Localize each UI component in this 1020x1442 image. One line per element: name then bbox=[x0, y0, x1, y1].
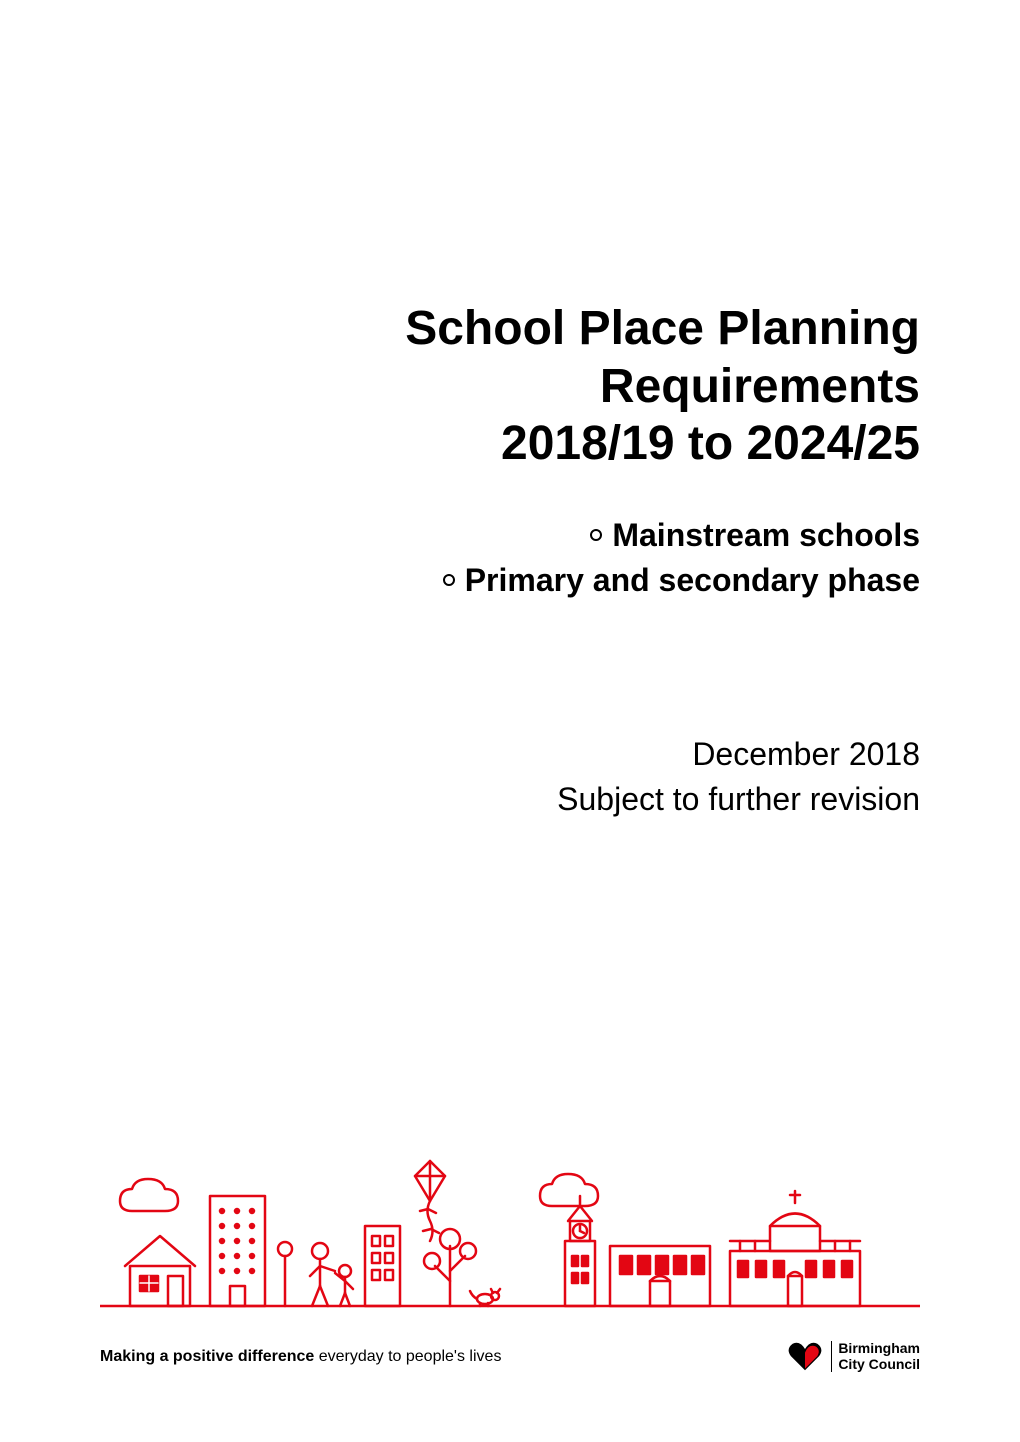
date-line1: December 2018 bbox=[100, 732, 920, 777]
date-section: December 2018 Subject to further revisio… bbox=[100, 732, 920, 822]
heart-icon bbox=[787, 1342, 823, 1372]
main-title-line3: 2018/19 to 2024/25 bbox=[100, 415, 920, 473]
tagline-rest: everyday to people's lives bbox=[314, 1348, 501, 1365]
page-container: School Place Planning Requirements 2018/… bbox=[0, 0, 1020, 1442]
footer-section: Making a positive difference everyday to… bbox=[100, 1121, 920, 1382]
subtitle-section: Mainstream schools Primary and secondary… bbox=[100, 513, 920, 603]
main-title-line1: School Place Planning bbox=[100, 300, 920, 358]
skyline-illustration bbox=[100, 1121, 920, 1321]
date-line2: Subject to further revision bbox=[100, 777, 920, 822]
logo-text: Birmingham City Council bbox=[831, 1341, 920, 1372]
birmingham-logo: Birmingham City Council bbox=[787, 1341, 920, 1372]
bullet-circle-icon bbox=[590, 529, 602, 541]
footer-bar: Making a positive difference everyday to… bbox=[100, 1341, 920, 1382]
subtitle-text-1: Mainstream schools bbox=[612, 513, 920, 558]
logo-line1: Birmingham bbox=[838, 1341, 920, 1356]
subtitle-text-2: Primary and secondary phase bbox=[465, 558, 920, 603]
main-title-line2: Requirements bbox=[100, 358, 920, 416]
subtitle-item-2: Primary and secondary phase bbox=[100, 558, 920, 603]
bullet-circle-icon bbox=[443, 574, 455, 586]
title-section: School Place Planning Requirements 2018/… bbox=[100, 300, 920, 473]
subtitle-item-1: Mainstream schools bbox=[100, 513, 920, 558]
logo-line2: City Council bbox=[838, 1357, 920, 1372]
tagline: Making a positive difference everyday to… bbox=[100, 1348, 501, 1366]
tagline-bold: Making a positive difference bbox=[100, 1348, 314, 1365]
